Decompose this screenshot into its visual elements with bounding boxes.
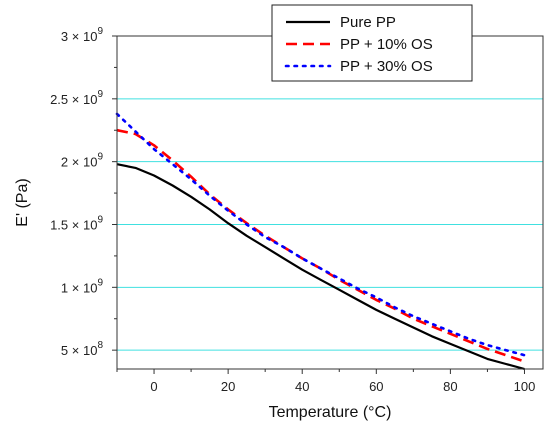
x-tick-label: 80 — [443, 379, 457, 394]
series-layer — [115, 112, 526, 371]
x-tick-label: 20 — [221, 379, 235, 394]
y-tick-label: 1 × 109 — [61, 277, 104, 295]
y-tick-label: 2 × 109 — [61, 152, 104, 170]
y-tick-label: 2.5 × 109 — [50, 89, 103, 107]
x-tick-label: 40 — [295, 379, 309, 394]
x-axis: 0 20 40 60 80 100 — [116, 369, 536, 394]
legend-label: Pure PP — [340, 14, 396, 31]
x-tick-label: 0 — [150, 379, 157, 394]
series-line-3 — [115, 112, 526, 357]
y-axis: 5 × 108 1 × 109 1.5 × 109 2 × 109 2.5 × 109 3… — [50, 26, 117, 358]
grid-lines — [117, 35, 543, 351]
series-line-2 — [116, 128, 525, 363]
legend-label: PP + 10% OS — [340, 36, 433, 53]
series-line-1 — [116, 163, 525, 371]
y-tick-label: 1.5 × 109 — [50, 214, 103, 232]
y-tick-label: 3 × 109 — [61, 26, 104, 44]
x-axis-label: Temperature (°C) — [269, 404, 392, 421]
y-axis-label: E' (Pa) — [14, 178, 31, 226]
x-tick-label: 100 — [514, 379, 536, 394]
y-tick-label: 5 × 108 — [61, 340, 104, 358]
legend-label: PP + 30% OS — [340, 58, 433, 75]
plot-frame — [116, 35, 544, 370]
legend: Pure PP PP + 10% OS PP + 30% OS — [271, 4, 473, 82]
x-tick-label: 60 — [369, 379, 383, 394]
